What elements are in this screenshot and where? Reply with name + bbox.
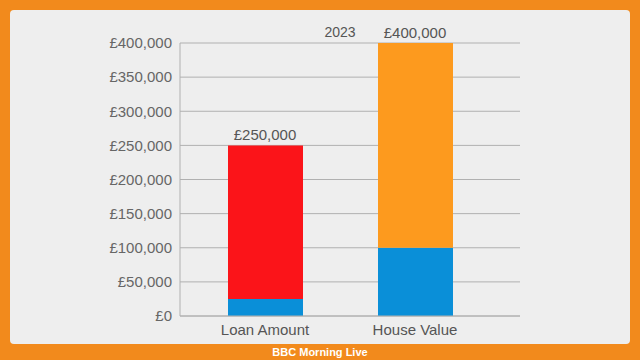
svg-text:£100,000: £100,000: [109, 239, 172, 256]
svg-text:£50,000: £50,000: [118, 273, 172, 290]
svg-text:£300,000: £300,000: [109, 103, 172, 120]
svg-text:£150,000: £150,000: [109, 205, 172, 222]
svg-text:£250,000: £250,000: [109, 137, 172, 154]
svg-text:£350,000: £350,000: [109, 68, 172, 85]
html-text:BBC Morning Live: BBC Morning Live: [272, 346, 368, 358]
svg-text:£0: £0: [155, 307, 172, 324]
html-text:2023: 2023: [324, 24, 356, 40]
svg-text:£400,000: £400,000: [384, 24, 447, 41]
svg-text:£200,000: £200,000: [109, 171, 172, 188]
svg-text:Loan Amount: Loan Amount: [221, 321, 310, 338]
svg-text:£250,000: £250,000: [234, 126, 297, 143]
svg-text:£400,000: £400,000: [109, 34, 172, 51]
svg-text:House Value: House Value: [373, 321, 458, 338]
